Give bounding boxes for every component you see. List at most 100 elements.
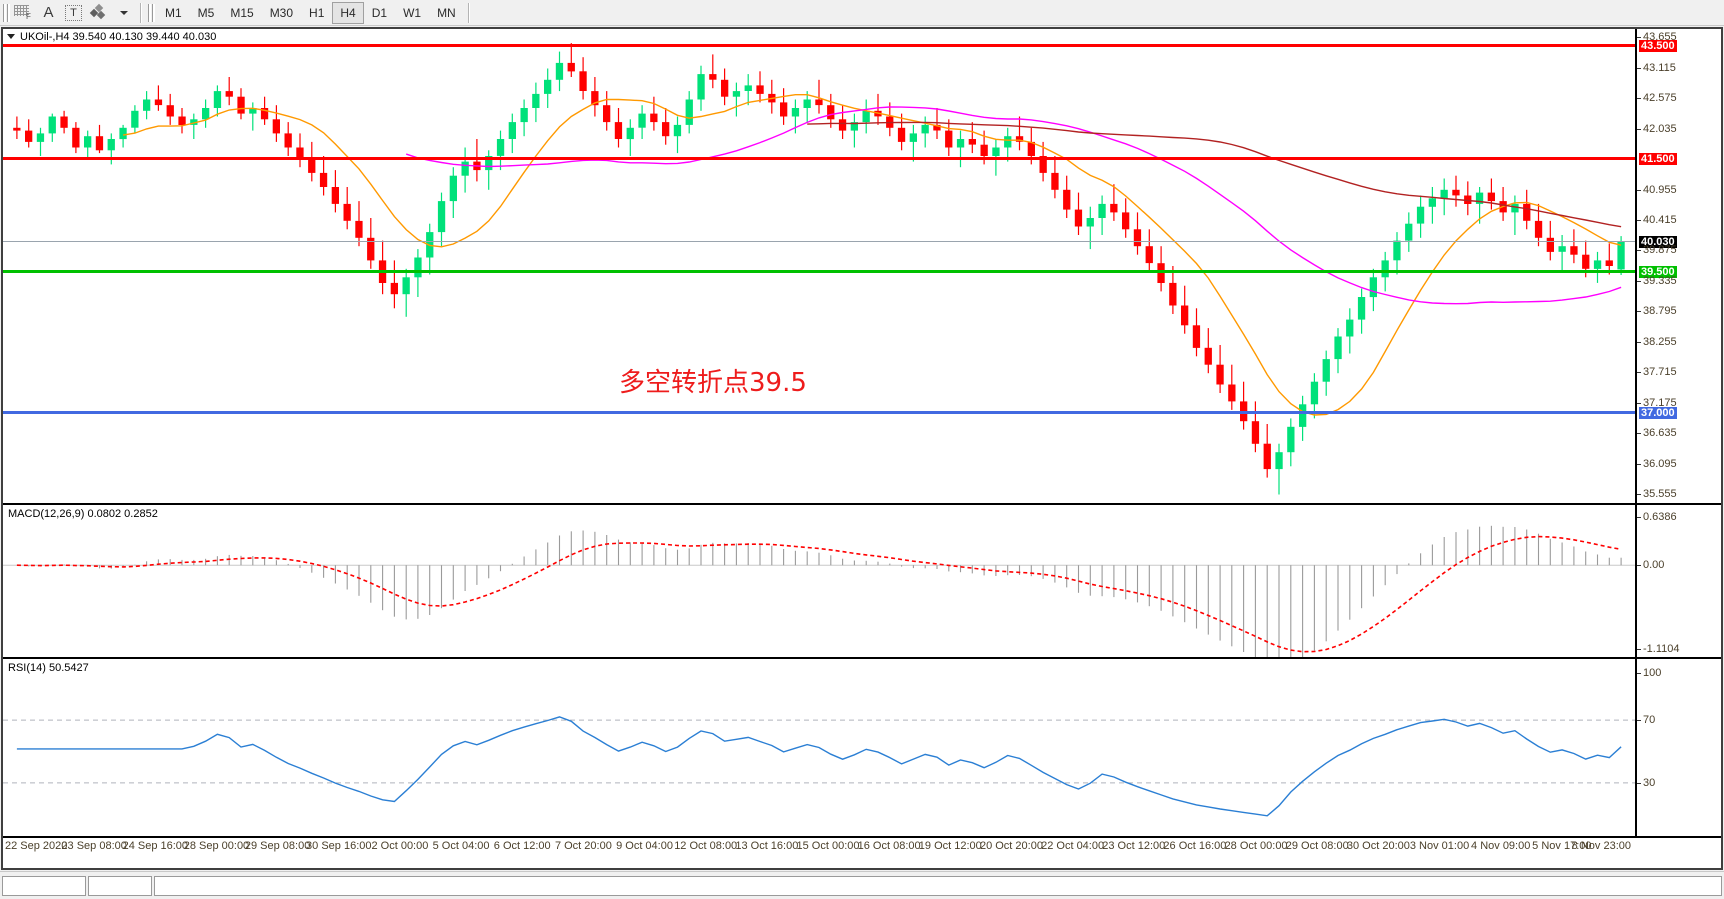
price-tick-label: 38.255 — [1643, 335, 1677, 348]
timeframe-toolbar-handle[interactable] — [146, 3, 155, 23]
time-axis-label: 13 Oct 16:00 — [735, 840, 799, 852]
hline-support-37000[interactable] — [3, 411, 1635, 415]
price-tick-label: 42.575 — [1643, 92, 1677, 105]
status-bar — [0, 871, 1724, 899]
rsi-tick-label: 30 — [1643, 776, 1656, 789]
timeframe-m1[interactable]: M1 — [165, 5, 182, 20]
price-tick — [1637, 250, 1641, 252]
price-tick-label: 43.115 — [1643, 61, 1676, 74]
macd-tick-label: -1.1104 — [1643, 643, 1680, 655]
chart-area[interactable]: UKOil-,H4 39.540 40.130 39.440 40.030 多空… — [1, 27, 1723, 870]
toolbar-separator — [140, 2, 142, 23]
time-axis-label: 29 Oct 08:00 — [1285, 840, 1349, 852]
time-axis-label: 15 Oct 00:00 — [796, 840, 860, 852]
time-axis-label: 20 Oct 20:00 — [979, 840, 1043, 852]
macd-tick — [1637, 517, 1641, 518]
timeframe-h4[interactable]: H4 — [332, 1, 364, 24]
macd-scale[interactable]: 0.6386 0.00 -1.1104 — [1635, 505, 1721, 657]
time-axis-label: 19 Oct 12:00 — [918, 840, 982, 852]
time-axis-label: 28 Sep 00:00 — [183, 840, 250, 852]
rsi-plot — [3, 716, 1635, 817]
time-axis-label: 2 Oct 00:00 — [371, 840, 429, 852]
price-tick-label: 40.415 — [1643, 214, 1677, 226]
status-cell-2 — [88, 875, 152, 896]
time-axis-label: 22 Sep 2020 — [5, 840, 68, 852]
macd-pane[interactable]: MACD(12,26,9) 0.0802 0.2852 — [3, 505, 1721, 657]
rsi-pane[interactable]: RSI(14) 50.5427 — [3, 659, 1721, 836]
time-axis[interactable]: 22 Sep 2020 23 Sep 08:00 24 Sep 16:00 28 Se… — [3, 836, 1721, 852]
price-tick-label: 37.715 — [1643, 366, 1677, 379]
rsi-tick — [1637, 782, 1641, 784]
price-tick — [1637, 341, 1641, 343]
symbol-ohlc-text: UKOil-,H4 39.540 40.130 39.440 40.030 — [20, 30, 217, 43]
toolbar-drag-handle[interactable] — [1, 2, 10, 24]
timeframe-d1[interactable]: D1 — [371, 5, 388, 20]
pane-divider-1 — [3, 503, 1721, 505]
time-axis-label: 12 Oct 08:00 — [674, 840, 738, 852]
time-axis-label: 16 Oct 08:00 — [857, 840, 921, 852]
macd-tick — [1637, 649, 1641, 650]
objects-icon[interactable] — [87, 2, 110, 24]
timeframe-h1[interactable]: H1 — [309, 5, 325, 20]
hline-resistance-43500[interactable] — [3, 44, 1635, 48]
price-tick — [1637, 311, 1641, 313]
price-tick-label: 37.175 — [1643, 396, 1677, 409]
toolbar-separator-2 — [467, 2, 470, 23]
price-badge-43-500: 43.500 — [1639, 39, 1677, 52]
hline-support-39500[interactable] — [3, 270, 1635, 274]
rsi-scale[interactable]: 100 70 30 — [1635, 659, 1721, 836]
macd-tick-label: 0.6386 — [1643, 511, 1677, 523]
price-tick — [1637, 433, 1641, 435]
symbol-info-bar: UKOil-,H4 39.540 40.130 39.440 40.030 — [3, 29, 216, 44]
hline-resistance-41500[interactable] — [3, 157, 1635, 161]
price-tick-label: 35.555 — [1643, 488, 1677, 501]
time-axis-label: 29 Sep 08:00 — [244, 840, 311, 852]
text-box-icon[interactable]: T — [62, 2, 85, 24]
time-axis-label: 24 Sep 16:00 — [122, 840, 189, 852]
timeframe-m30[interactable]: M30 — [269, 5, 294, 20]
rsi-tick-label: 70 — [1643, 714, 1656, 727]
price-tick-label: 39.335 — [1643, 274, 1677, 287]
price-scale[interactable]: 43.655 43.500 43.115 42.575 42.035 41.500 40.9… — [1635, 29, 1721, 503]
price-tick — [1637, 128, 1641, 130]
text-label-icon[interactable]: A — [43, 4, 54, 21]
price-tick-label: 42.035 — [1643, 122, 1677, 135]
time-axis-label: 30 Oct 20:00 — [1346, 840, 1410, 852]
time-axis-label: 26 Oct 16:00 — [1163, 840, 1227, 852]
time-axis-label: 23 Sep 08:00 — [61, 840, 127, 852]
rsi-label: RSI(14) 50.5427 — [8, 662, 89, 674]
price-tick — [1637, 37, 1641, 39]
time-axis-label: 23 Oct 12:00 — [1102, 840, 1166, 852]
crosshair-icon[interactable]: F — [11, 2, 35, 24]
timeframe-m15[interactable]: M15 — [230, 5, 254, 20]
price-tick — [1637, 280, 1641, 282]
time-axis-label: 5 Nov 17:00 — [1532, 840, 1592, 852]
price-tick — [1637, 494, 1641, 496]
status-cell-1 — [2, 875, 86, 896]
price-badge-39-500: 39.500 — [1639, 265, 1677, 278]
price-tick-label: 40.955 — [1643, 183, 1677, 196]
price-tick-label: 39.875 — [1643, 244, 1677, 257]
price-candles — [13, 43, 1625, 495]
price-tick-label: 38.795 — [1643, 305, 1677, 318]
price-pane[interactable]: 多空转折点39.5 — [3, 29, 1721, 503]
chevron-down-icon[interactable] — [7, 34, 15, 39]
dropdown-caret-icon[interactable] — [112, 2, 135, 24]
hline-current-price-40030[interactable] — [3, 241, 1635, 243]
time-axis-label: 8 Nov 23:00 — [1571, 840, 1631, 852]
price-badge-41-500: 41.500 — [1639, 152, 1677, 165]
timeframe-w1[interactable]: W1 — [403, 5, 422, 20]
macd-plot — [3, 525, 1635, 657]
time-axis-label: 9 Oct 04:00 — [616, 840, 673, 852]
timeframe-m5[interactable]: M5 — [197, 5, 215, 20]
price-tick-label: 36.095 — [1643, 457, 1677, 470]
annotation-turning-point: 多空转折点39.5 — [619, 368, 807, 398]
macd-tick-label: 0.00 — [1643, 559, 1665, 572]
timeframe-mn[interactable]: MN — [437, 5, 456, 20]
price-tick — [1637, 463, 1641, 465]
price-tick — [1637, 67, 1641, 69]
price-tick-label: 36.635 — [1643, 427, 1677, 440]
price-badge-40-030: 40.030 — [1639, 235, 1677, 248]
rsi-tick — [1637, 673, 1641, 674]
price-tick — [1637, 220, 1641, 221]
